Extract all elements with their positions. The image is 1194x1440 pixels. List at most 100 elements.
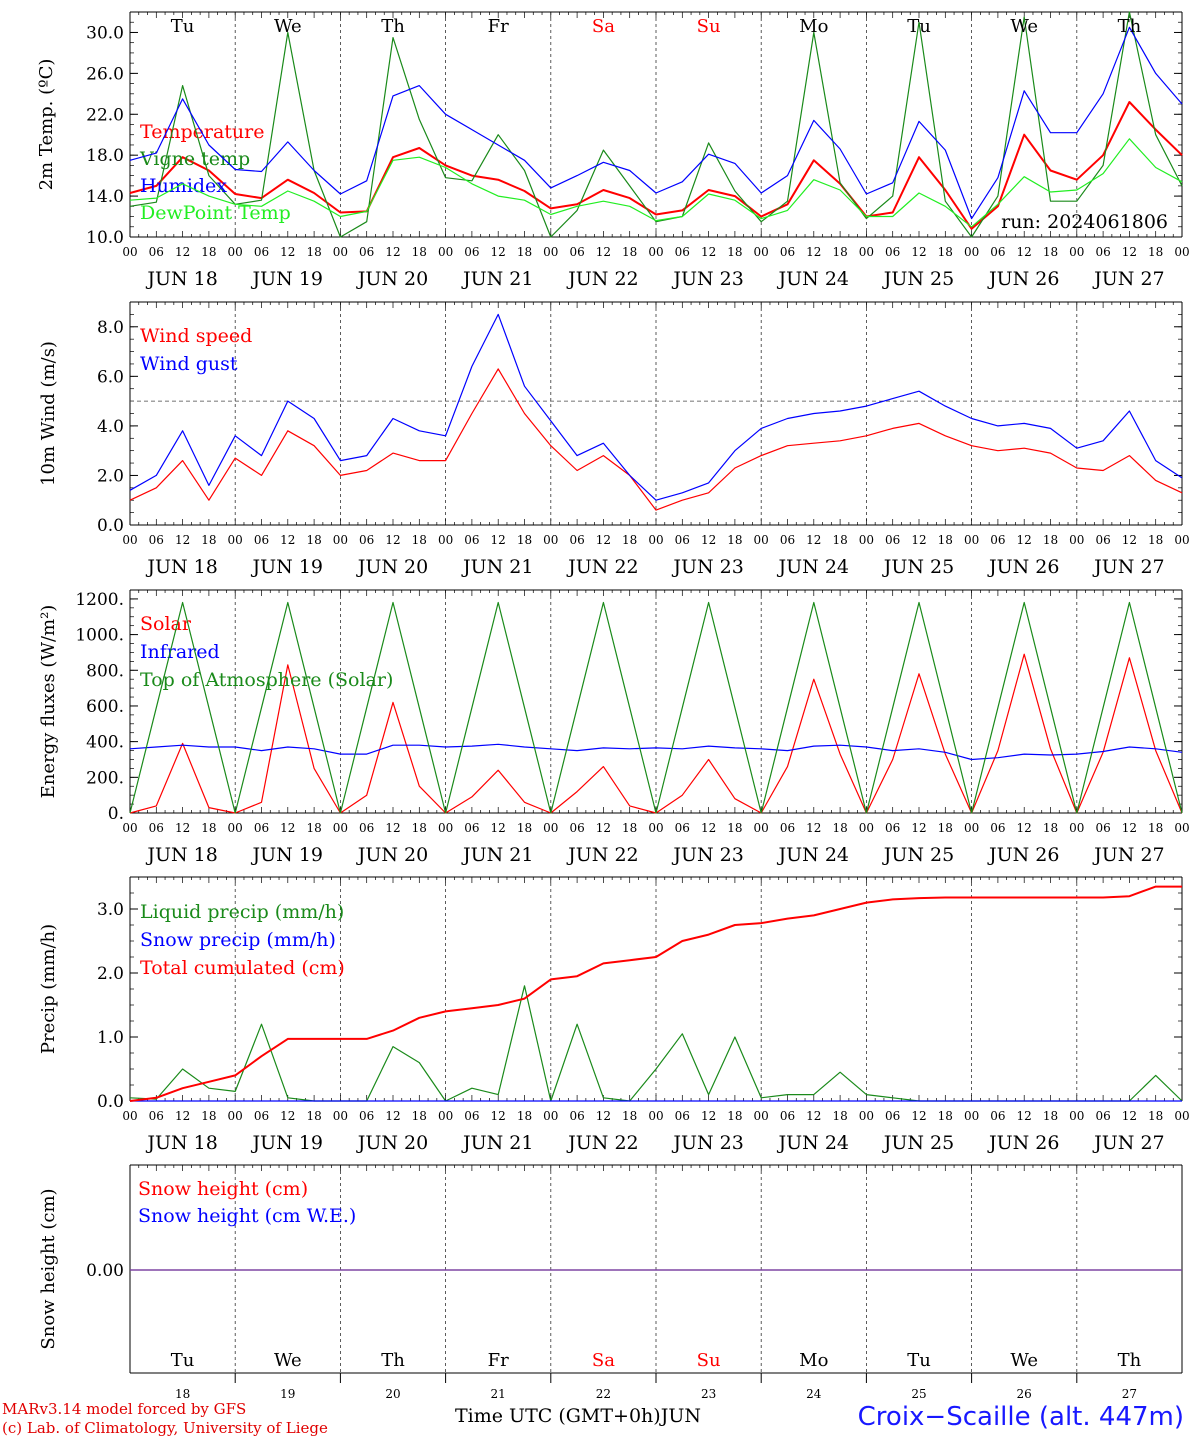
panel3-hour-label: 12: [1017, 821, 1032, 835]
panel4-hour-label: 00: [122, 1109, 137, 1123]
panel3-date-label: JUN 27: [1092, 844, 1164, 866]
panel4-ytick-label: 0.0: [97, 1092, 124, 1112]
panel2-hour-label: 00: [648, 533, 663, 547]
panel2-hour-label: 06: [780, 533, 795, 547]
panel2-hour-label: 18: [622, 533, 637, 547]
panel5-legend-1: Snow height (cm W.E.): [138, 1205, 356, 1227]
panel3-hour-label: 18: [1148, 821, 1163, 835]
panel1-hour-label: 06: [1095, 245, 1110, 259]
bottom-day-number: 19: [280, 1387, 295, 1401]
panel3-hour-label: 12: [385, 821, 400, 835]
top-day-abbr: Tu: [907, 16, 931, 37]
panel1-hour-label: 18: [938, 245, 953, 259]
panel1-ytick-label: 26.0: [86, 64, 124, 84]
bottom-day-abbr: Sa: [592, 1350, 615, 1371]
panel4-hour-label: 12: [491, 1109, 506, 1123]
panel1-date-label: JUN 20: [356, 268, 428, 290]
panel1-hour-label: 18: [201, 245, 216, 259]
panel3-hour-label: 12: [596, 821, 611, 835]
panel4-hour-label: 18: [1148, 1109, 1163, 1123]
panel4-hour-label: 12: [385, 1109, 400, 1123]
panel3-series-2: [129, 601, 1183, 814]
panel3-hour-label: 12: [280, 821, 295, 835]
panel2-hour-label: 06: [149, 533, 164, 547]
panel2-hour-label: 18: [306, 533, 321, 547]
panel3-hour-label: 18: [517, 821, 532, 835]
panel2-date-label: JUN 19: [251, 556, 323, 578]
panel4-date-label: JUN 26: [987, 1132, 1059, 1154]
panel1-date-label: JUN 18: [145, 268, 217, 290]
top-day-abbr: Th: [1118, 16, 1142, 37]
panel2-hour-label: 12: [385, 533, 400, 547]
panel3-hour-label: 18: [832, 821, 847, 835]
panel2-ytick-label: 2.0: [97, 466, 124, 486]
panel2-date-label: JUN 26: [987, 556, 1059, 578]
top-day-abbr: Mo: [799, 16, 828, 37]
panel1-legend-1: Vigne temp: [139, 148, 250, 170]
top-day-abbr: Sa: [592, 16, 615, 37]
panel3-ytick-label: 1200.: [75, 590, 124, 610]
panel2-hour-label: 18: [201, 533, 216, 547]
panel3-hour-label: 00: [438, 821, 453, 835]
panel3-hour-label: 06: [1095, 821, 1110, 835]
panel1-hour-label: 12: [280, 245, 295, 259]
panel3-hour-label: 00: [333, 821, 348, 835]
panel1-ytick-label: 10.0: [86, 228, 124, 248]
panel3-ytick-label: 0.: [108, 804, 124, 824]
panel1-hour-label: 18: [306, 245, 321, 259]
bottom-day-number: 21: [491, 1387, 506, 1401]
panel1-date-label: JUN 26: [987, 268, 1059, 290]
panel2-hour-label: 18: [832, 533, 847, 547]
panel4-legend-2: Total cumulated (cm): [140, 957, 345, 979]
panel3-legend-2: Top of Atmosphere (Solar): [140, 669, 393, 691]
panel2-hour-label: 00: [228, 533, 243, 547]
panel2-hour-label: 00: [543, 533, 558, 547]
panel1-hour-label: 12: [1017, 245, 1032, 259]
panel4-hour-label: 06: [990, 1109, 1005, 1123]
bottom-day-abbr: We: [274, 1350, 302, 1371]
panel1-date-label: JUN 23: [671, 268, 743, 290]
panel1-hour-label: 18: [412, 245, 427, 259]
panel3-hour-label: 18: [412, 821, 427, 835]
panel4-date-label: JUN 20: [356, 1132, 428, 1154]
panel4-legend-1: Snow precip (mm/h): [140, 929, 336, 951]
panel1-hour-label: 06: [780, 245, 795, 259]
panel2-hour-label: 00: [438, 533, 453, 547]
panel2-ytick-label: 0.0: [97, 516, 124, 536]
panel5-ytick-label: 0.00: [86, 1261, 124, 1281]
panel3-date-label: JUN 21: [461, 844, 533, 866]
panel1-hour-label: 06: [254, 245, 269, 259]
panel4-date-label: JUN 23: [671, 1132, 743, 1154]
panel3-ytick-label: 800.: [86, 661, 124, 681]
panel3-date-label: JUN 22: [566, 844, 638, 866]
panel3-hour-label: 00: [964, 821, 979, 835]
panel2-hour-label: 12: [701, 533, 716, 547]
panel3-hour-label: 18: [938, 821, 953, 835]
panel1-series-0: [129, 101, 1183, 230]
bottom-day-abbr: Th: [1118, 1350, 1142, 1371]
panel4-hour-label: 00: [228, 1109, 243, 1123]
panel3-hour-label: 00: [859, 821, 874, 835]
panel4-hour-label: 06: [885, 1109, 900, 1123]
panel4-date-label: JUN 22: [566, 1132, 638, 1154]
panel3-hour-label: 18: [727, 821, 742, 835]
month-label: JUN: [660, 1405, 701, 1427]
panel1-ytick-label: 18.0: [86, 146, 124, 166]
panel4-hour-label: 12: [175, 1109, 190, 1123]
panel3-hour-label: 12: [175, 821, 190, 835]
panel4-hour-label: 00: [1069, 1109, 1084, 1123]
panel3-hour-label: 06: [569, 821, 584, 835]
panel4-ytick-label: 2.0: [97, 964, 124, 984]
panel1-hour-label: 06: [675, 245, 690, 259]
top-day-abbr: Tu: [171, 16, 195, 37]
panel2-hour-label: 00: [122, 533, 137, 547]
panel4-hour-label: 00: [754, 1109, 769, 1123]
bottom-day-number: 20: [385, 1387, 400, 1401]
panel1-hour-label: 00: [1069, 245, 1084, 259]
station-name: Croix−Scaille (alt. 447m): [857, 1402, 1184, 1432]
panel4-hour-label: 18: [517, 1109, 532, 1123]
panel2-ylabel: 10m Wind (m/s): [38, 341, 59, 486]
bottom-day-number: 23: [701, 1387, 716, 1401]
panel4-hour-label: 18: [1043, 1109, 1058, 1123]
panel1-hour-label: 00: [438, 245, 453, 259]
